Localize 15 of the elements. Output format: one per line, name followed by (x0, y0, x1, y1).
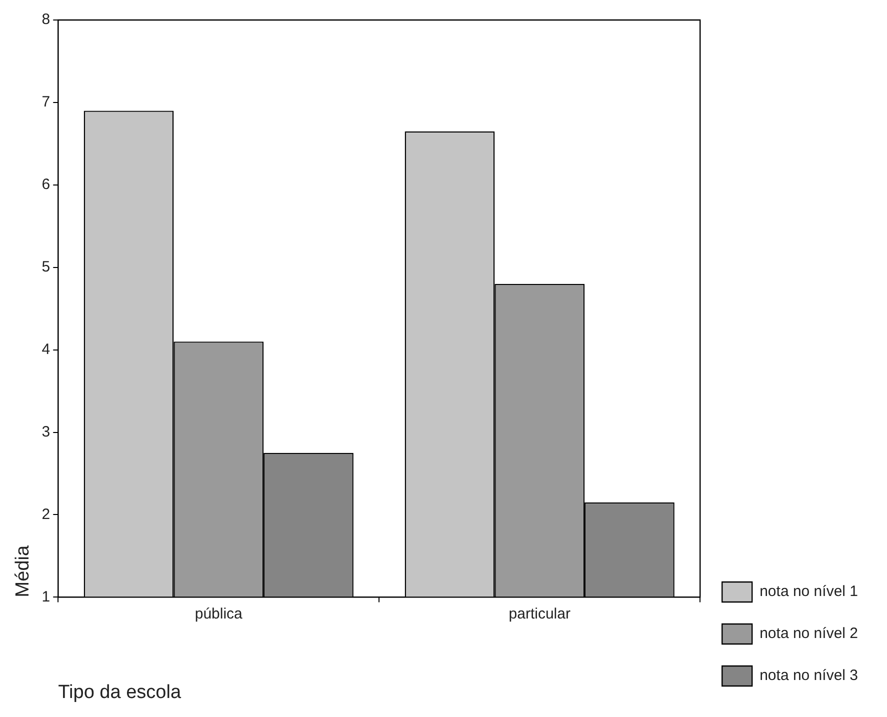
y-tick-label: 2 (42, 506, 50, 523)
y-tick-label: 5 (42, 258, 50, 276)
legend-label: nota no nível 2 (760, 625, 858, 642)
x-axis-title: Tipo da escola (58, 682, 182, 703)
x-tick-label: particular (508, 605, 570, 622)
y-tick-label: 7 (42, 94, 50, 111)
legend-label: nota no nível 3 (760, 667, 858, 684)
y-tick-label: 6 (42, 176, 50, 194)
y-tick-label: 4 (42, 340, 50, 358)
x-tick-label: pública (194, 605, 244, 622)
y-tick-label: 3 (42, 423, 50, 440)
y-axis-title: Média (12, 545, 34, 598)
y-tick-label: 8 (42, 11, 50, 28)
legend-label: nota no nível 1 (760, 583, 858, 600)
y-tick-label: 1 (42, 588, 50, 606)
